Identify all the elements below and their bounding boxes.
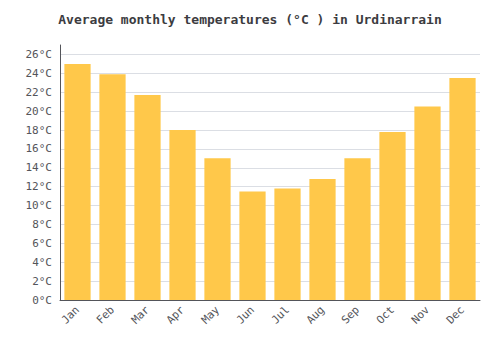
svg-text:16°C: 16°C [26, 142, 53, 155]
svg-text:12°C: 12°C [26, 180, 53, 193]
svg-text:24°C: 24°C [26, 67, 53, 80]
svg-text:6°C: 6°C [32, 237, 52, 250]
svg-text:Dec: Dec [444, 303, 467, 326]
svg-text:22°C: 22°C [26, 86, 53, 99]
svg-text:May: May [199, 303, 222, 326]
svg-text:2°C: 2°C [32, 275, 52, 288]
svg-text:10°C: 10°C [26, 199, 53, 212]
svg-text:18°C: 18°C [26, 124, 53, 137]
svg-text:Nov: Nov [409, 303, 432, 326]
svg-text:Average monthly temperatures (: Average monthly temperatures (°C ) in Ur… [58, 12, 442, 27]
svg-text:Apr: Apr [164, 303, 187, 326]
svg-text:Jul: Jul [269, 303, 292, 326]
svg-text:Jun: Jun [234, 303, 257, 326]
svg-text:26°C: 26°C [26, 48, 53, 61]
svg-text:Mar: Mar [129, 303, 152, 326]
svg-text:Oct: Oct [374, 303, 397, 326]
svg-text:Jan: Jan [59, 303, 82, 326]
svg-text:0°C: 0°C [32, 294, 52, 307]
svg-text:4°C: 4°C [32, 256, 52, 269]
svg-text:8°C: 8°C [32, 218, 52, 231]
svg-text:14°C: 14°C [26, 161, 53, 174]
svg-text:Sep: Sep [339, 303, 362, 326]
svg-text:Aug: Aug [304, 303, 327, 326]
svg-text:20°C: 20°C [26, 105, 53, 118]
svg-text:Feb: Feb [94, 303, 117, 326]
